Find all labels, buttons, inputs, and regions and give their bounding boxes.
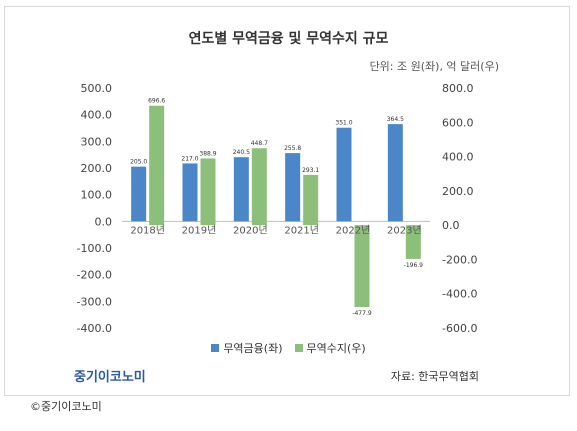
data-label-trade-balance: 696.6 <box>148 98 165 105</box>
data-label-trade-balance: 388.9 <box>199 150 216 157</box>
data-label-trade-finance: 240.5 <box>233 149 250 156</box>
bar-trade-balance <box>251 148 267 226</box>
legend-item-trade-finance: 무역금융(좌) <box>211 340 283 356</box>
data-label-trade-balance: -477.9 <box>352 310 372 317</box>
bar-trade-finance <box>131 166 147 222</box>
x-category-label: 2020년 <box>233 224 268 236</box>
y-right-tick-label: 200.0 <box>442 185 474 198</box>
y-left-tick-label: 300.0 <box>81 135 113 148</box>
y-right-tick-label: -600.0 <box>442 322 477 335</box>
x-category-label: 2018년 <box>130 224 165 236</box>
y-left-tick-label: 500.0 <box>81 82 113 95</box>
data-label-trade-balance: -196.9 <box>404 262 424 269</box>
brand-logo-text: 중기이코노미 <box>74 370 146 385</box>
x-category-label: 2019년 <box>182 224 217 236</box>
y-right-tick-label: 0.0 <box>442 219 460 232</box>
unit-note: 단위: 조 원(좌), 억 달러(우) <box>369 60 499 73</box>
y-left-tick-label: -200.0 <box>77 269 112 282</box>
y-left-tick-label: -300.0 <box>77 295 112 308</box>
y-left-tick-label: 100.0 <box>81 189 113 202</box>
data-label-trade-finance: 364.5 <box>387 116 404 123</box>
bar-trade-finance <box>285 153 301 222</box>
x-category-label: 2021년 <box>284 224 319 236</box>
data-label-trade-finance: 255.8 <box>284 145 301 152</box>
legend-label-trade-balance: 무역수지(우) <box>306 342 366 355</box>
legend: 무역금융(좌) 무역수지(우) <box>0 340 577 356</box>
y-left-tick-label: 0.0 <box>95 215 113 228</box>
bar-trade-finance <box>336 127 352 222</box>
bar-trade-finance <box>233 157 249 222</box>
copyright-credit: ©중기이코노미 <box>30 400 102 413</box>
data-label-trade-finance: 205.0 <box>130 159 147 166</box>
y-right-tick-label: 800.0 <box>442 82 474 95</box>
y-left-tick-label: 400.0 <box>81 109 113 122</box>
x-category-label: 2022년 <box>336 224 371 236</box>
bar-trade-balance <box>303 174 319 226</box>
legend-swatch-trade-finance <box>211 344 220 352</box>
data-label-trade-finance: 217.0 <box>181 155 198 162</box>
data-label-trade-balance: 448.7 <box>251 140 268 147</box>
legend-item-trade-balance: 무역수지(우) <box>294 340 366 356</box>
bar-trade-balance <box>405 225 421 259</box>
bar-trade-balance <box>354 225 370 308</box>
bar-trade-balance <box>200 158 216 226</box>
y-left-tick-label: -100.0 <box>77 242 112 255</box>
bar-trade-balance <box>149 105 165 226</box>
y-left-tick-label: 200.0 <box>81 162 113 175</box>
y-right-tick-label: 400.0 <box>442 151 474 164</box>
chart-title: 연도별 무역금융 및 무역수지 규모 <box>188 31 389 47</box>
x-category-label: 2023년 <box>387 224 422 236</box>
source-note: 자료: 한국무역협회 <box>390 370 479 383</box>
legend-label-trade-finance: 무역금융(좌) <box>223 342 283 355</box>
y-left-tick-label: -400.0 <box>77 322 112 335</box>
legend-swatch-trade-balance <box>294 344 303 352</box>
bar-trade-finance <box>182 163 198 222</box>
y-right-tick-label: -400.0 <box>442 288 477 301</box>
y-right-tick-label: -200.0 <box>442 253 477 266</box>
data-label-trade-balance: 293.1 <box>302 167 319 174</box>
bar-trade-finance <box>387 124 403 222</box>
y-right-tick-label: 600.0 <box>442 116 474 129</box>
data-label-trade-finance: 351.0 <box>335 120 352 127</box>
